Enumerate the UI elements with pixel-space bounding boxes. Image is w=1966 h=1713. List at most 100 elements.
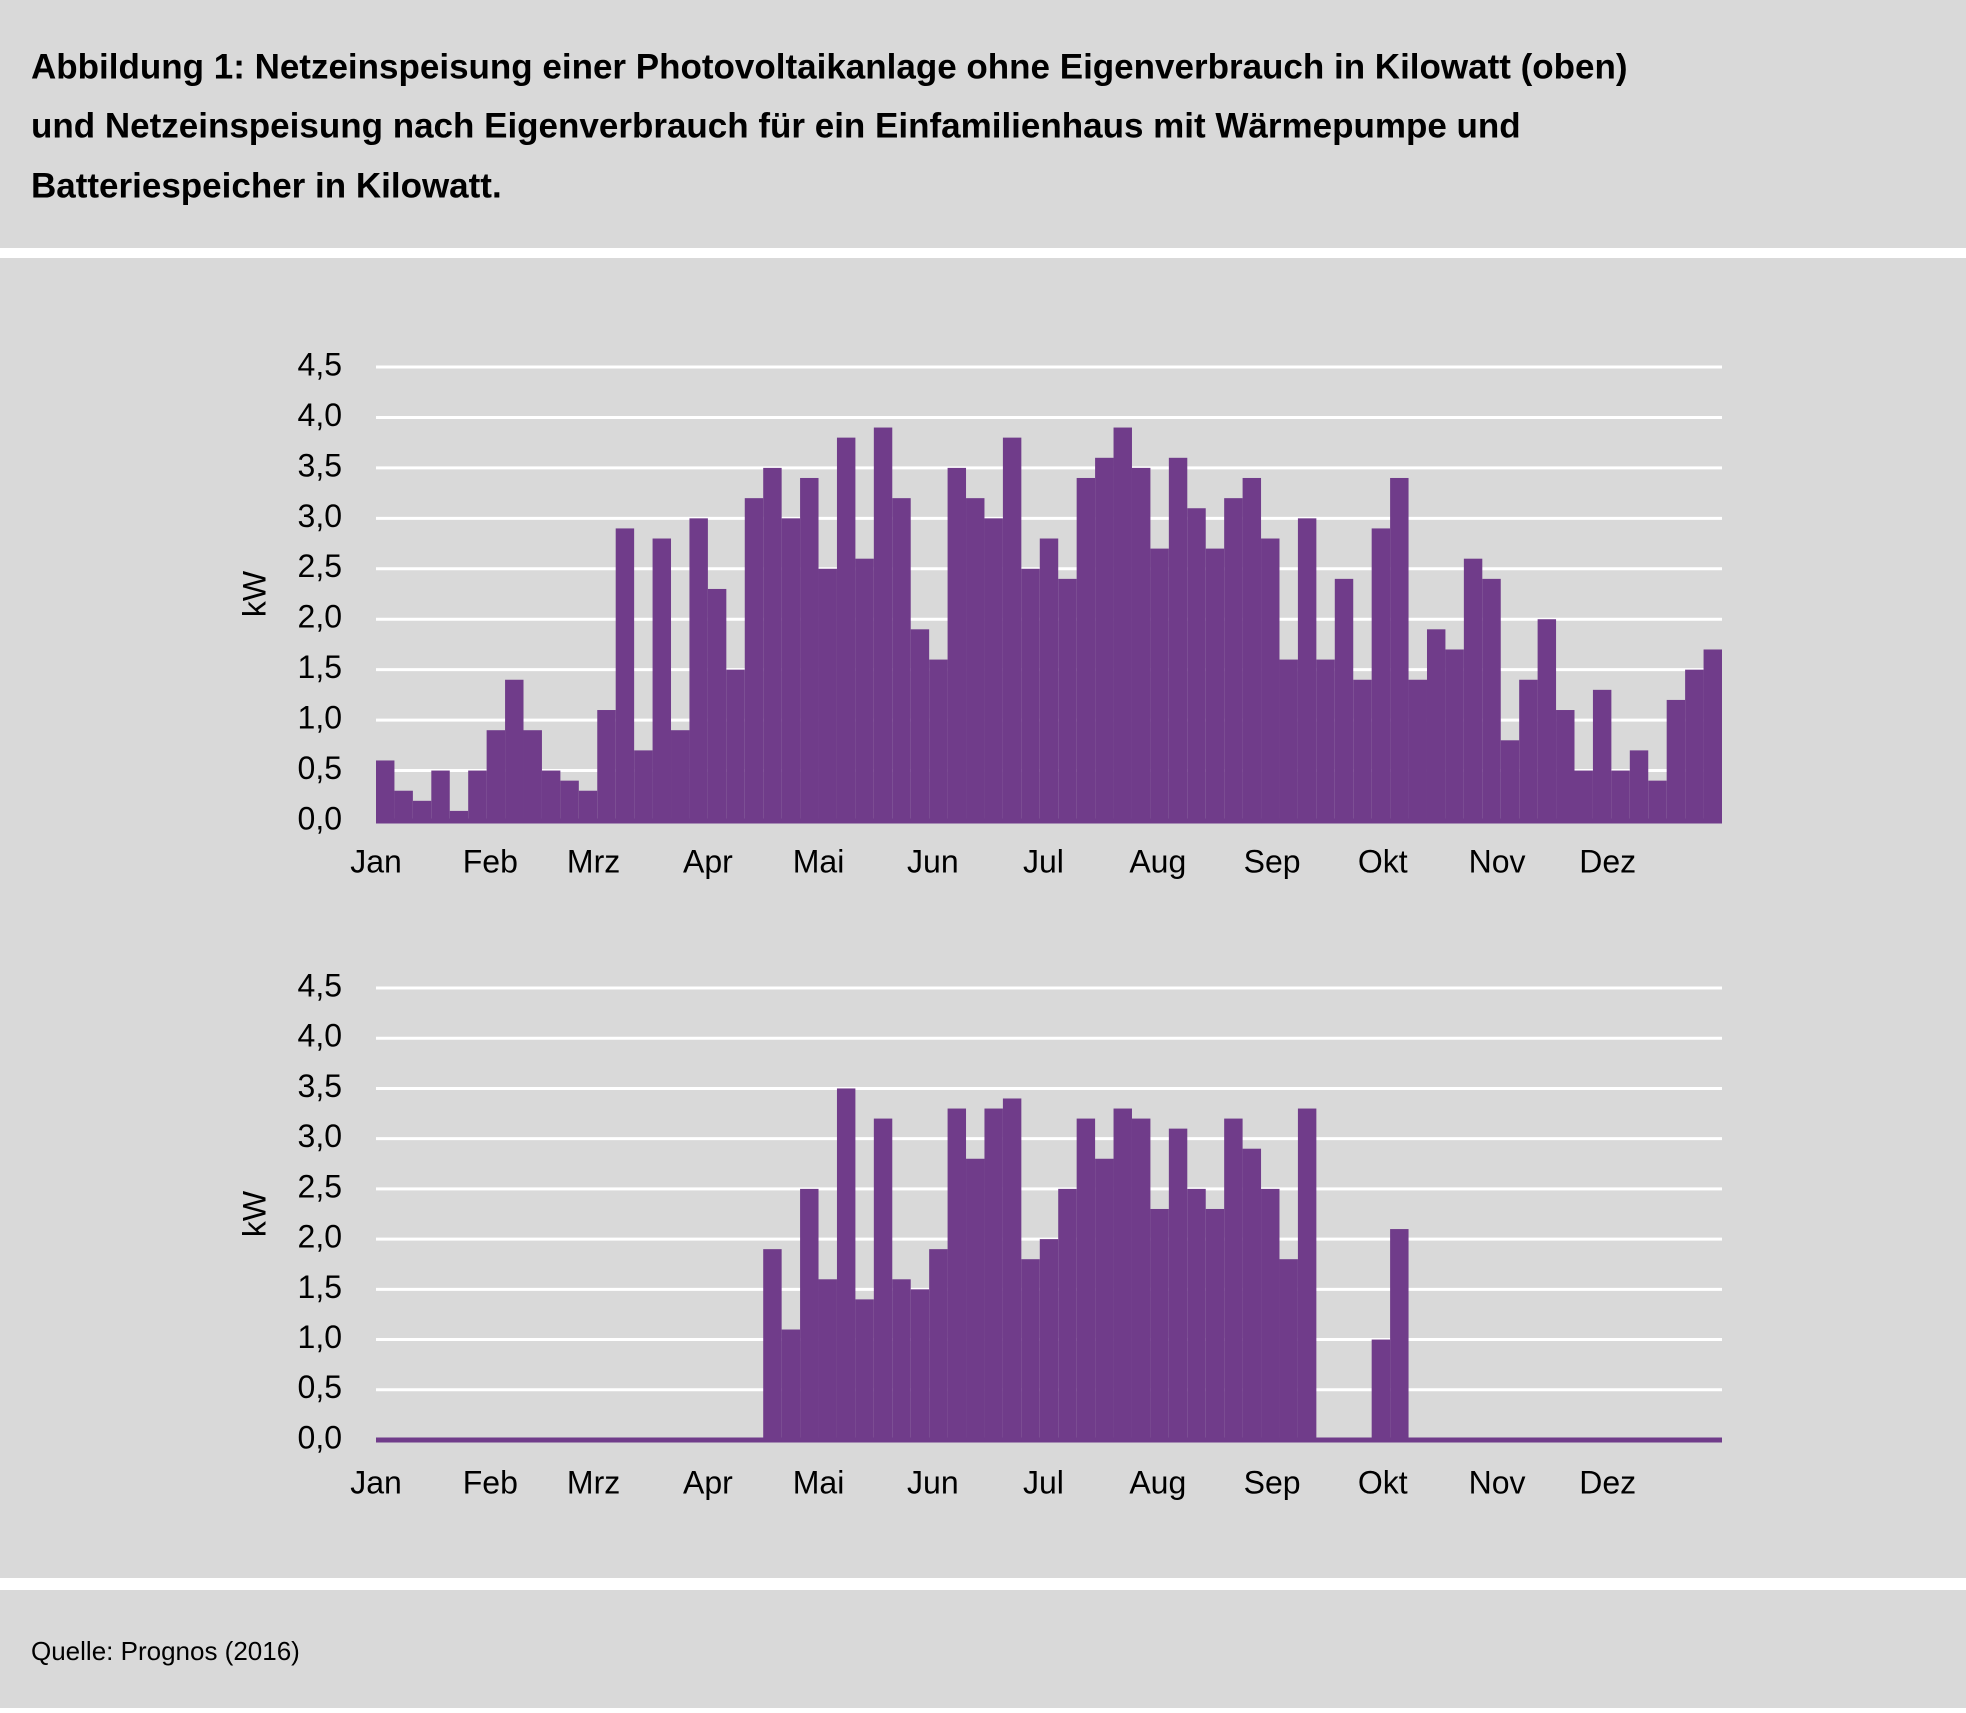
bar (689, 518, 708, 821)
y-tick-label: 0,5 (298, 750, 342, 786)
bar (855, 1299, 874, 1440)
bar (818, 568, 837, 821)
bar (1537, 619, 1557, 821)
x-tick-label: Jul (1023, 843, 1064, 879)
bar (1334, 578, 1354, 821)
y-tick-label: 4,0 (298, 1018, 342, 1054)
y-axis-label: kW (236, 570, 272, 617)
bar (1371, 528, 1391, 821)
x-tick-label: Feb (463, 843, 518, 879)
y-tick-label: 0,5 (298, 1369, 342, 1405)
bar (1168, 1128, 1188, 1440)
bar (966, 498, 985, 821)
bar (892, 1279, 911, 1440)
bar (1168, 457, 1188, 821)
x-tick-label: Aug (1129, 843, 1186, 879)
x-tick-label: Feb (463, 1464, 518, 1500)
bar (468, 770, 487, 821)
bar (1261, 538, 1280, 821)
bar (726, 669, 745, 821)
bar (1058, 1188, 1077, 1440)
bar (1592, 689, 1612, 821)
bar (781, 518, 801, 821)
bar (744, 498, 764, 821)
bar (836, 1088, 856, 1440)
bar (449, 810, 469, 821)
bar (1353, 679, 1372, 821)
bar (1076, 1118, 1096, 1440)
x-tick-label: Mrz (567, 843, 620, 879)
bar (1629, 750, 1649, 821)
x-tick-label: Okt (1358, 1464, 1408, 1500)
y-tick-label: 4,5 (298, 967, 342, 1003)
bar (1685, 669, 1704, 821)
x-tick-label: Sep (1244, 843, 1301, 879)
bar (800, 477, 819, 821)
bar (984, 1108, 1003, 1440)
bar (1113, 427, 1132, 821)
bar (486, 730, 506, 821)
bar (892, 498, 911, 821)
bar (1131, 467, 1151, 821)
bar (984, 518, 1003, 821)
x-tick-label: Okt (1358, 843, 1408, 879)
header-band (0, 0, 1966, 248)
bar (763, 1249, 782, 1440)
y-tick-label: 3,0 (298, 498, 342, 534)
x-tick-label: Jun (907, 843, 959, 879)
bar (615, 528, 635, 821)
bar (1482, 578, 1501, 821)
bar (1390, 1229, 1409, 1440)
bar (1408, 679, 1427, 821)
x-tick-label: Jan (350, 843, 402, 879)
bar (1371, 1339, 1391, 1440)
y-tick-label: 1,0 (298, 700, 342, 736)
bar (1131, 1118, 1151, 1440)
bar (910, 629, 930, 821)
footer-band (0, 1590, 1966, 1708)
bar (1095, 457, 1114, 821)
bar (947, 467, 967, 821)
bar (873, 427, 893, 821)
bar (376, 760, 395, 821)
bar (1058, 578, 1077, 821)
y-tick-label: 2,5 (298, 1168, 342, 1204)
bar (1426, 629, 1446, 821)
bar (1666, 699, 1686, 821)
bar (1648, 780, 1667, 821)
bar (1039, 538, 1059, 821)
bar (578, 790, 598, 821)
bar (910, 1289, 930, 1440)
x-tick-label: Jun (907, 1464, 959, 1500)
y-tick-label: 3,5 (298, 447, 342, 483)
bar (836, 437, 856, 821)
bar (947, 1108, 967, 1440)
bar (818, 1279, 837, 1440)
title-line: und Netzeinspeisung nach Eigenverbrauch … (31, 106, 1521, 145)
bar (1113, 1108, 1132, 1440)
bar (800, 1188, 819, 1440)
y-tick-label: 2,0 (298, 599, 342, 635)
x-tick-label: Apr (683, 1464, 733, 1500)
x-tick-label: Nov (1469, 843, 1526, 879)
bar (763, 467, 782, 821)
bar (1187, 508, 1206, 821)
source: Quelle: Prognos (2016) (31, 1636, 300, 1666)
title-line: Batteriespeicher in Kilowatt. (31, 166, 502, 205)
bar (1242, 1148, 1262, 1440)
x-tick-label: Nov (1469, 1464, 1526, 1500)
bar (1703, 649, 1722, 821)
y-tick-label: 0,0 (298, 800, 342, 836)
bar (1205, 548, 1225, 821)
bar (1021, 1259, 1040, 1440)
x-tick-label: Mrz (567, 1464, 620, 1500)
bar (1205, 1208, 1225, 1440)
bar (560, 780, 579, 821)
y-axis-label: kW (236, 1190, 272, 1237)
bar (873, 1118, 893, 1440)
bar (505, 679, 524, 821)
x-tick-label: Mai (793, 843, 845, 879)
bar (1463, 558, 1483, 821)
bar (1261, 1188, 1280, 1440)
x-tick-label: Aug (1129, 1464, 1186, 1500)
